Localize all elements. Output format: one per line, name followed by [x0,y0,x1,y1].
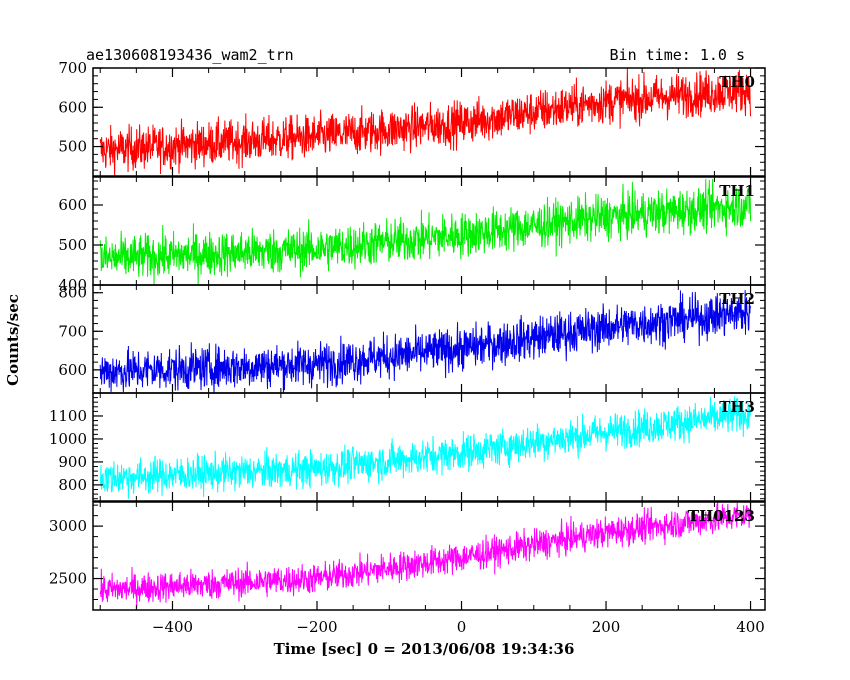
y-tick-label: 700 [58,322,87,340]
panel-th0123: 2500 3000 TH0123 [49,501,766,611]
series-line-th0123 [99,502,752,609]
y-axis-title: Counts/sec [4,294,22,386]
y-tick-label: 600 [58,361,87,379]
chart-title: ae130608193436_wam2_trn [86,46,294,64]
y-tick-label: 3000 [49,517,87,535]
series-line-th0 [99,68,752,176]
y-tick-label: 500 [58,138,87,156]
panel-th3: 800 900 1000 1100 TH3 [49,392,766,502]
panel-frame [92,392,766,502]
y-tick-label: 800 [58,476,87,494]
y-tick-label: 800 [58,284,87,302]
panel-label-th0: TH0 [719,73,755,91]
panel-label-th0123: TH0123 [688,507,755,525]
y-tick-label: 700 [58,59,87,77]
series-line-th2 [99,290,752,393]
y-tick-label: 600 [58,196,87,214]
x-tick-label: 200 [592,618,621,636]
x-tick-label: 0 [457,618,467,636]
panel-frame [92,501,766,611]
series-line-th1 [99,178,752,285]
x-axis-title: Time [sec] 0 = 2013/06/08 19:34:36 [274,640,575,658]
y-tick-label: 500 [58,236,87,254]
bin-time-label: Bin time: 1.0 s [610,46,745,64]
panel-label-th1: TH1 [719,182,755,200]
x-tick-label: −200 [296,618,337,636]
panels-group: 500 600 700 TH0 400 500 600 TH1 600 700 800 TH2 800 9… [49,59,766,636]
y-tick-label: 400 [58,276,87,294]
panel-th1: 400 500 600 TH1 [58,176,766,294]
y-tick-label: 1000 [49,430,87,448]
x-tick-label: −400 [152,618,193,636]
panel-th0: 500 600 700 TH0 [58,59,766,177]
series-line-th3 [99,396,752,499]
panel-label-th3: TH3 [719,398,755,416]
panel-label-th2: TH2 [719,290,755,308]
panel-frame [92,67,766,177]
y-tick-label: 900 [58,453,87,471]
y-tick-label: 600 [58,98,87,116]
y-tick-label: 1100 [49,407,87,425]
y-tick-label: 2500 [49,570,87,588]
x-tick-label: 400 [736,618,765,636]
panel-th2: 600 700 800 TH2 [58,284,766,394]
